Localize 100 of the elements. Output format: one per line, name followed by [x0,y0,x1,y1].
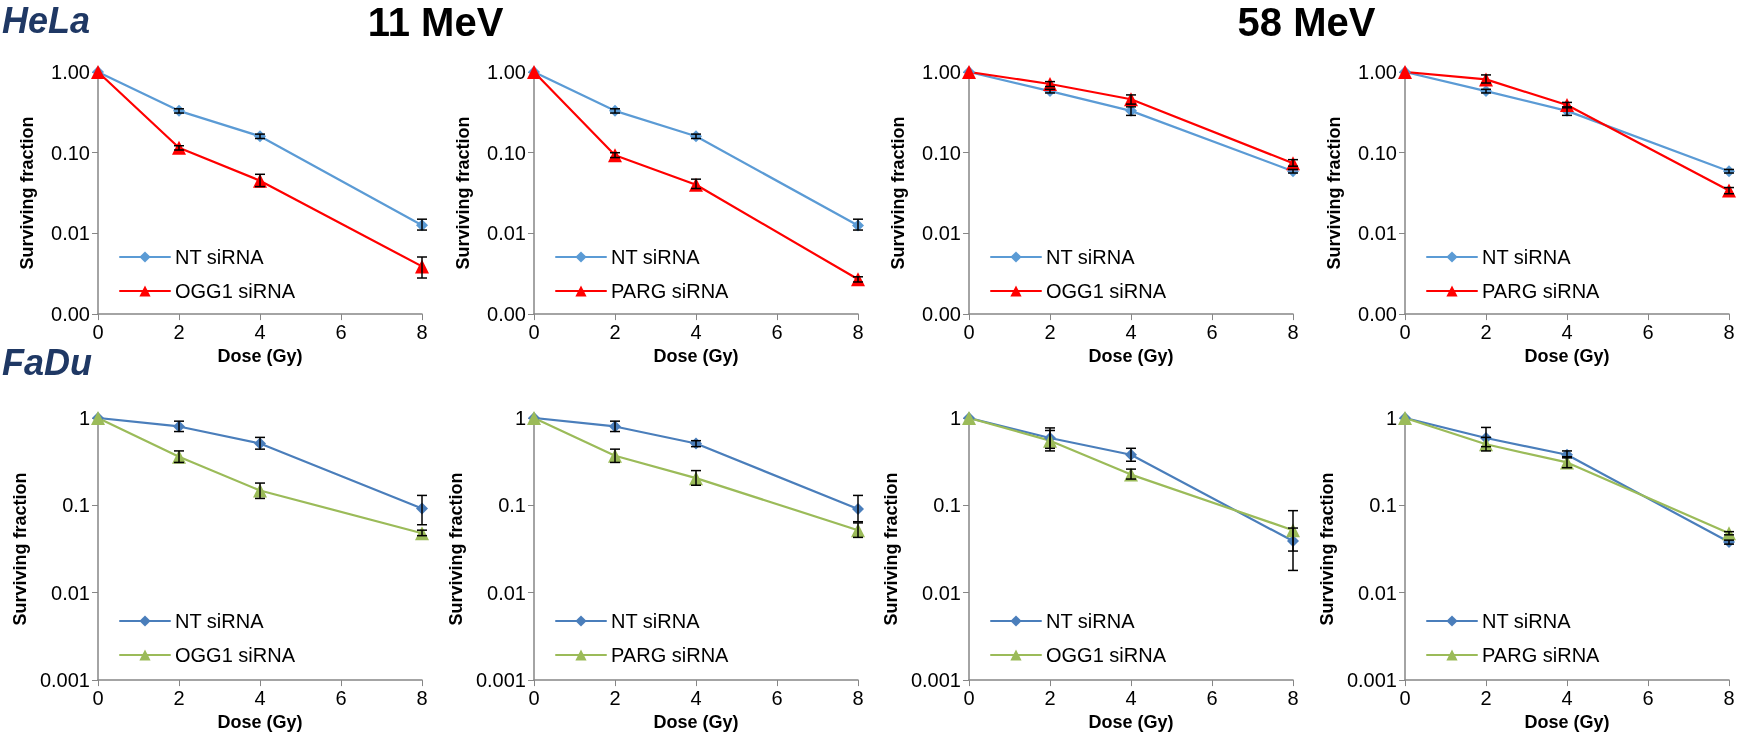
x-tick-label: 6 [770,687,783,710]
y-axis-title: Surviving fraction [445,472,466,626]
y-tick-label: 1.00 [922,61,961,83]
chart-title: 11 MeV [367,0,504,44]
legend-label: OGG1 siRNA [175,644,296,666]
x-tick-label: 4 [1560,321,1573,344]
y-tick-label: 0.001 [39,669,90,692]
x-tick-label: 8 [416,687,428,710]
x-tick-label: 0 [527,321,540,344]
y-axis-title: Surviving fraction [17,116,37,270]
y-axis-title: Surviving fraction [1316,472,1337,626]
y-tick-label: 0.01 [1357,581,1397,604]
x-tick-label: 0 [1398,687,1411,710]
y-tick-label: 0.10 [486,141,526,164]
chart-title: 58 MeV [1236,0,1377,45]
x-axis-title: Dose (Gy) [217,346,303,366]
x-tick-label: 0 [527,687,540,710]
y-tick-label: 0.01 [1357,222,1397,245]
x-tick-label: 2 [1479,321,1492,344]
x-tick-label: 4 [254,321,266,344]
legend-label: NT siRNA [610,610,700,632]
x-tick-label: 6 [1641,321,1654,344]
x-tick-label: 6 [335,687,347,710]
x-tick-label: 8 [1287,321,1299,344]
y-tick-label: 0.1 [497,494,526,517]
y-tick-label: 0.00 [922,303,961,326]
y-tick-label: 0.001 [1346,669,1397,692]
x-axis-title: Dose (Gy) [217,712,303,732]
x-tick-label: 6 [1206,687,1218,710]
y-tick-label: 0.01 [486,222,526,245]
x-tick-label: 8 [851,321,864,344]
y-tick-label: 0.00 [486,303,526,326]
x-tick-label: 8 [1287,687,1299,710]
y-tick-label: 0.10 [922,141,961,164]
x-tick-label: 2 [1044,321,1056,344]
y-tick-label: 1.00 [486,61,526,83]
legend-label: NT siRNA [1481,246,1571,268]
x-axis-title: Dose (Gy) [652,712,739,732]
y-tick-label: 0.10 [51,141,90,164]
x-tick-label: 6 [1206,321,1218,344]
x-tick-label: 2 [173,687,185,710]
legend-label: PARG siRNA [1481,644,1600,666]
legend-label: NT siRNA [1046,246,1136,268]
x-tick-label: 4 [689,687,702,710]
x-axis-title: Dose (Gy) [1088,712,1174,732]
x-tick-label: 2 [1479,687,1492,710]
y-tick-label: 0.01 [486,581,526,604]
x-tick-label: 2 [173,321,185,344]
y-tick-label: 1 [949,407,961,429]
x-tick-label: 6 [335,321,347,344]
y-tick-label: 1 [514,407,526,429]
x-axis-title: Dose (Gy) [1523,346,1610,366]
legend-label: NT siRNA [175,246,265,268]
legend-label: PARG siRNA [1481,280,1600,302]
x-tick-label: 8 [851,687,864,710]
x-tick-label: 4 [254,687,266,710]
legend-label: NT siRNA [610,246,700,268]
x-tick-label: 6 [1641,687,1654,710]
x-tick-label: 0 [963,687,975,710]
y-tick-label: 0.01 [51,581,90,604]
y-tick-label: 0.01 [922,222,961,245]
x-tick-label: 8 [416,321,428,344]
x-tick-label: 4 [1560,687,1573,710]
y-tick-label: 0.10 [1357,141,1397,164]
legend-label: OGG1 siRNA [175,280,296,302]
legend-label: NT siRNA [1481,610,1571,632]
x-tick-label: 6 [770,321,783,344]
y-tick-label: 0.001 [910,669,961,692]
text: HeLa [2,0,91,42]
y-tick-label: 0.00 [51,303,90,326]
x-axis-title: Dose (Gy) [1088,346,1174,366]
text: FaDu [2,342,92,384]
x-tick-label: 4 [1125,687,1137,710]
y-axis-title: Surviving fraction [10,472,31,626]
y-tick-label: 0.1 [1368,494,1397,517]
legend-label: NT siRNA [175,610,265,632]
y-tick-label: 0.001 [475,669,526,692]
y-tick-label: 0.00 [1357,303,1397,326]
x-tick-label: 4 [689,321,702,344]
x-tick-label: 8 [1722,687,1735,710]
y-axis-title: Surviving fraction [888,116,908,270]
y-tick-label: 0.01 [922,581,961,604]
x-tick-label: 0 [92,321,104,344]
legend-label: PARG siRNA [610,644,729,666]
y-tick-label: 1.00 [51,61,90,83]
x-tick-label: 4 [1125,321,1137,344]
x-tick-label: 0 [1398,321,1411,344]
y-tick-label: 1 [78,407,90,429]
legend-label: PARG siRNA [610,280,729,302]
legend-label: OGG1 siRNA [1046,644,1167,666]
x-tick-label: 2 [608,687,621,710]
legend-label: NT siRNA [1046,610,1136,632]
y-tick-label: 1.00 [1357,61,1397,83]
x-tick-label: 8 [1722,321,1735,344]
y-tick-label: 0.1 [933,494,961,517]
y-axis-title: Surviving fraction [881,472,902,626]
x-tick-label: 0 [92,687,104,710]
x-axis-title: Dose (Gy) [652,346,739,366]
y-tick-label: 0.1 [62,494,90,517]
legend-label: OGG1 siRNA [1046,280,1167,302]
